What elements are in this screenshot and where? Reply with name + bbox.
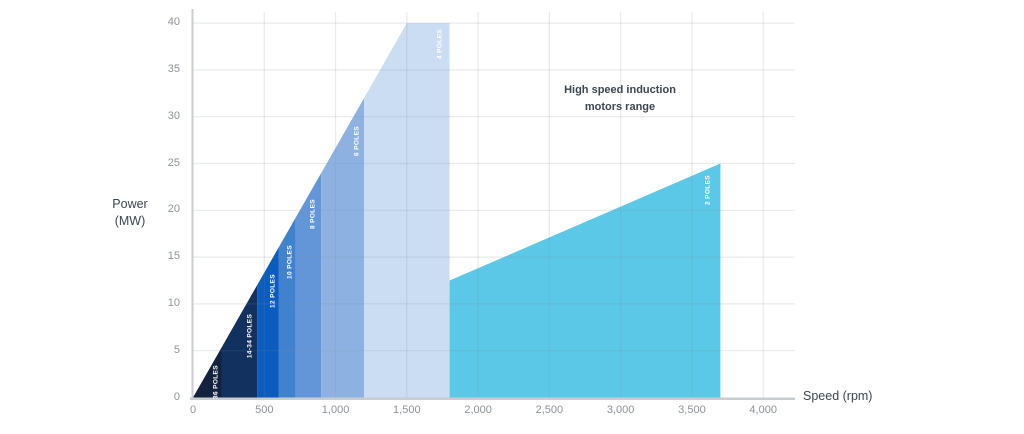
band-label-4-poles: 4 POLES xyxy=(436,29,444,60)
y-axis-title: Power (MW) xyxy=(112,197,148,228)
band-label-8-poles: 8 POLES xyxy=(309,198,317,229)
band-area-10-poles xyxy=(278,217,296,398)
band-area-36-poles xyxy=(193,347,222,398)
x-tick-label: 3,000 xyxy=(606,404,635,416)
y-tick-label: 35 xyxy=(167,62,180,75)
band-label-6-poles: 6 POLES xyxy=(353,126,361,156)
band-label-14-34-poles: 14-34 POLES xyxy=(246,314,254,359)
band-area-6-poles xyxy=(321,98,365,398)
band-area-4-poles xyxy=(364,23,450,398)
x-tick-label: 500 xyxy=(255,404,274,416)
x-tick-label: 3,500 xyxy=(678,404,706,416)
y-tick-label: 20 xyxy=(167,203,180,216)
x-tick-label: 2,000 xyxy=(464,404,492,416)
band-label-12-poles: 12 POLES xyxy=(269,273,277,308)
band-label-2-poles: 2 POLES xyxy=(704,174,712,205)
band-area-2-poles xyxy=(449,163,721,398)
annotation-high-speed-range: High speed induction motors range xyxy=(564,84,676,113)
x-tick-label: 1,500 xyxy=(393,404,421,416)
x-tick-label: 2,500 xyxy=(535,404,564,416)
y-tick-label: 15 xyxy=(167,250,180,263)
y-tick-label: 5 xyxy=(173,343,180,356)
y-tick-label: 0 xyxy=(173,390,180,403)
band-area-14-34-poles xyxy=(221,285,258,398)
x-axis-line xyxy=(190,397,795,400)
y-axis-line xyxy=(191,9,194,400)
band-label-36-poles: 36 POLES xyxy=(212,364,220,399)
band-area-8-poles xyxy=(295,172,322,398)
x-tick-label: 0 xyxy=(189,404,197,416)
band-label-10-poles: 10 POLES xyxy=(286,244,294,279)
band-area-12-poles xyxy=(257,247,279,398)
y-tick-label: 30 xyxy=(167,109,180,122)
x-tick-label: 4,000 xyxy=(749,404,777,416)
y-tick-label: 10 xyxy=(167,296,180,309)
x-tick-label: 1,000 xyxy=(321,404,350,416)
y-tick-label: 25 xyxy=(167,156,180,169)
y-tick-label: 40 xyxy=(167,16,180,29)
x-axis-title: Speed (rpm) xyxy=(803,389,873,403)
